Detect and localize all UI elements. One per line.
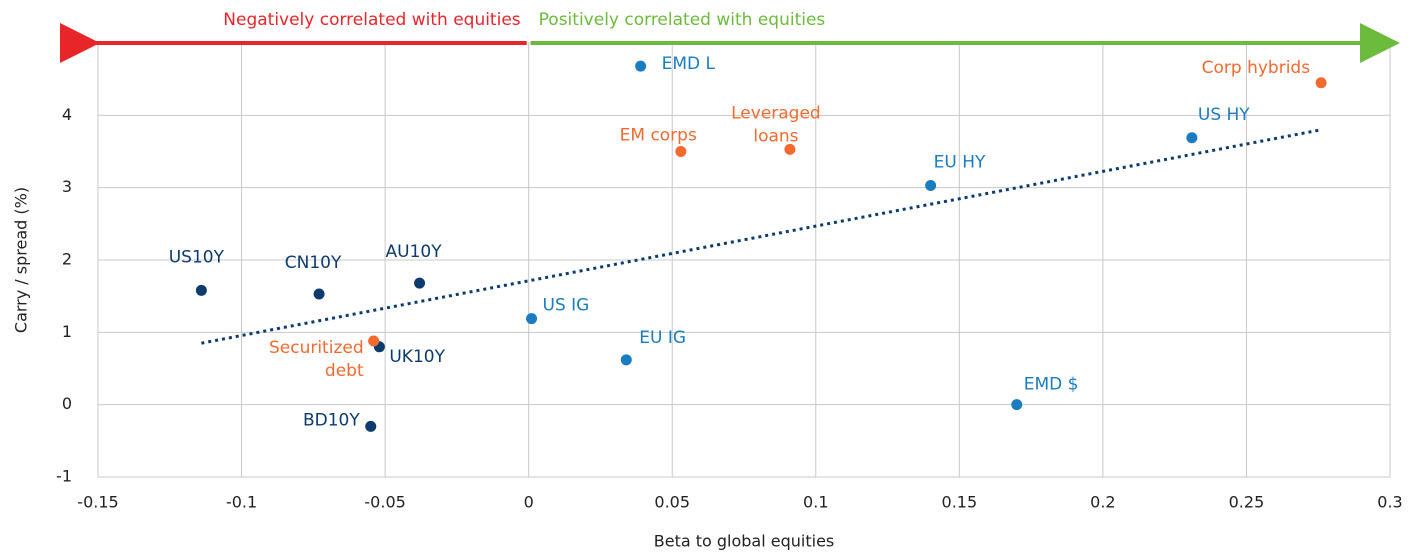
point-label-line: EMD L (662, 54, 716, 74)
x-tick-label: 0.05 (654, 493, 690, 512)
point-label: AU10Y (386, 242, 443, 262)
point-label: EM corps (620, 126, 697, 146)
point-label-line: EU IG (639, 328, 686, 348)
point-label: CN10Y (285, 253, 342, 273)
point-label: Corp hybrids (1202, 58, 1311, 78)
point-label-line: UK10Y (389, 347, 445, 367)
point-label: EMD L (662, 54, 716, 74)
trendline (201, 128, 1322, 345)
point-label-line: US IG (543, 296, 590, 316)
point-label: EU HY (934, 152, 986, 172)
point-label: UK10Y (389, 347, 445, 367)
x-tick-label: 0 (524, 493, 534, 512)
y-tick-label: 5 (62, 33, 72, 52)
point (195, 284, 207, 296)
point-label: Securitized debt (269, 338, 364, 381)
point (313, 288, 325, 300)
point-label-line: AU10Y (386, 242, 443, 262)
x-tick-label: -0.05 (364, 493, 405, 512)
point (1315, 77, 1327, 89)
point-label-line: loans (753, 126, 798, 146)
y-tick-label: 1 (62, 322, 72, 341)
y-tick-label: 0 (62, 394, 72, 413)
point (925, 179, 937, 191)
x-axis-label: Beta to global equities (654, 532, 835, 551)
annotation: Positively correlated with equities (539, 10, 826, 30)
point (368, 335, 380, 347)
x-tick-label: 0.15 (942, 493, 978, 512)
y-tick-label: 4 (62, 105, 72, 124)
point-label: US10Y (169, 247, 225, 267)
point-label: EU IG (639, 328, 686, 348)
point (675, 146, 687, 157)
point-label-line: Corp hybrids (1202, 58, 1311, 78)
point (414, 277, 426, 289)
x-tick-label: 0.1 (803, 493, 828, 512)
point-label: US HY (1198, 105, 1250, 125)
annotation: Negatively correlated with equities (223, 10, 521, 30)
point-label-line: Leveraged (731, 103, 821, 123)
y-tick-label: 2 (62, 250, 72, 269)
y-tick-label: -1 (56, 467, 72, 486)
point-label-line: BD10Y (303, 410, 360, 430)
y-tick-label: 3 (62, 177, 72, 196)
point (1011, 399, 1023, 411)
point-label-line: EM corps (620, 126, 697, 146)
point (635, 60, 647, 72)
point-label-line: debt (325, 361, 364, 381)
point (365, 420, 377, 432)
point-label-line: EMD $ (1024, 375, 1079, 395)
point-label-line: US HY (1198, 105, 1250, 125)
x-tick-label: 0.3 (1377, 493, 1402, 512)
y-axis-label: Carry / spread (%) (12, 187, 31, 333)
point-label-line: US10Y (169, 247, 225, 267)
point-label: EMD $ (1024, 375, 1079, 395)
point-label: BD10Y (303, 410, 360, 430)
x-tick-label: -0.15 (77, 493, 118, 512)
x-tick-label: -0.1 (226, 493, 257, 512)
point (1186, 132, 1198, 144)
x-tick-label: 0.2 (1090, 493, 1115, 512)
x-tick-label: 0.25 (1229, 493, 1265, 512)
point-label-line: Securitized (269, 338, 364, 358)
point (620, 354, 632, 366)
point-label: US IG (543, 296, 590, 316)
point-label-line: CN10Y (285, 253, 342, 273)
point (526, 313, 538, 325)
point (784, 143, 796, 155)
point-label-line: EU HY (934, 152, 986, 172)
point-label: Leveraged loans (731, 103, 821, 146)
